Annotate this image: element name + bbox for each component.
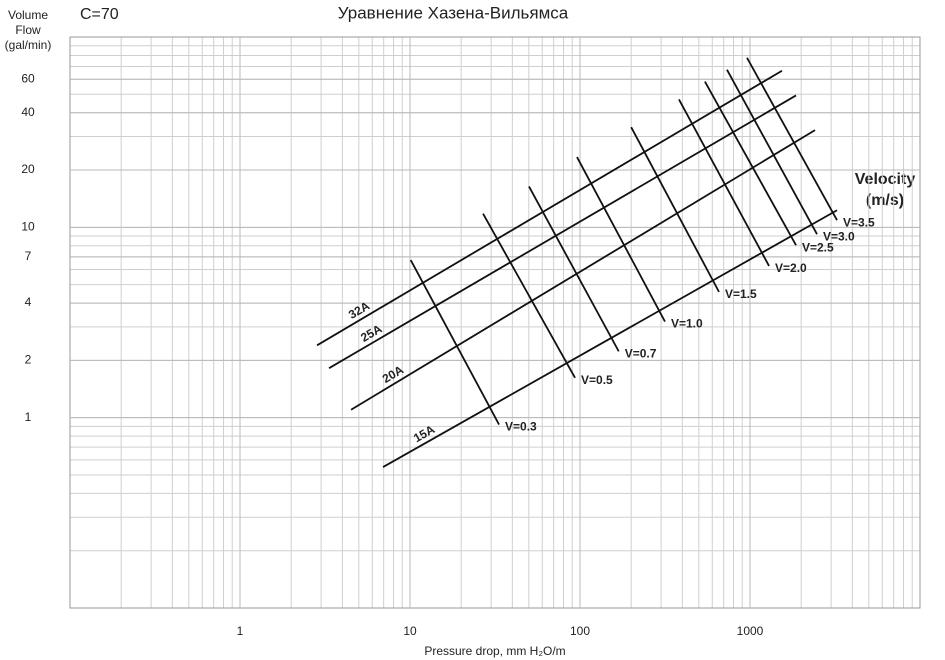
series-line	[409, 259, 500, 425]
y-tick-label: 4	[25, 295, 32, 309]
series-line	[528, 186, 620, 352]
series-line	[382, 209, 838, 468]
series-line	[576, 156, 666, 322]
series-label: V=0.7	[625, 347, 657, 361]
series-label: V=2.0	[775, 261, 807, 275]
annotation: (m/s)	[866, 192, 904, 209]
series-line	[316, 69, 783, 347]
subtitle: C=70	[80, 6, 119, 23]
y-axis-label: (gal/min)	[5, 38, 52, 52]
y-tick-label: 40	[21, 105, 35, 119]
y-tick-label: 20	[21, 162, 35, 176]
series-label: V=3.0	[823, 229, 855, 243]
series-label: V=2.5	[802, 240, 834, 254]
series-line	[482, 213, 576, 379]
x-tick-label: 1	[237, 624, 244, 638]
x-tick-label: 100	[570, 624, 590, 638]
series-label: V=0.3	[505, 420, 537, 434]
series-label: V=0.5	[581, 373, 613, 387]
series-line	[630, 126, 720, 293]
series-label: V=3.5	[843, 215, 875, 229]
plot-frame	[69, 36, 921, 609]
y-axis-label: Flow	[15, 23, 41, 37]
y-tick-label: 1	[25, 410, 32, 424]
y-tick-label: 10	[21, 220, 35, 234]
series-label: V=1.5	[725, 287, 757, 301]
series-label: 25A	[358, 322, 384, 345]
series-label: V=1.0	[671, 317, 703, 331]
series-label: 15A	[411, 422, 437, 445]
x-tick-label: 10	[403, 624, 417, 638]
series-line	[704, 81, 797, 246]
y-tick-label: 2	[25, 353, 32, 367]
series-line	[350, 129, 816, 411]
annotation: Velocity	[855, 171, 916, 188]
chart-title: Уравнение Хазена-Вильямса	[338, 3, 569, 22]
series-line	[726, 69, 818, 235]
x-tick-label: 1000	[737, 624, 764, 638]
y-tick-label: 7	[25, 249, 32, 263]
series-line	[328, 94, 797, 369]
y-axis-label: Volume	[8, 8, 48, 22]
series-line	[678, 98, 770, 267]
series-line	[746, 57, 838, 221]
x-axis-label: Pressure drop, mm H₂O/m	[424, 644, 565, 658]
y-tick-label: 60	[21, 71, 35, 85]
